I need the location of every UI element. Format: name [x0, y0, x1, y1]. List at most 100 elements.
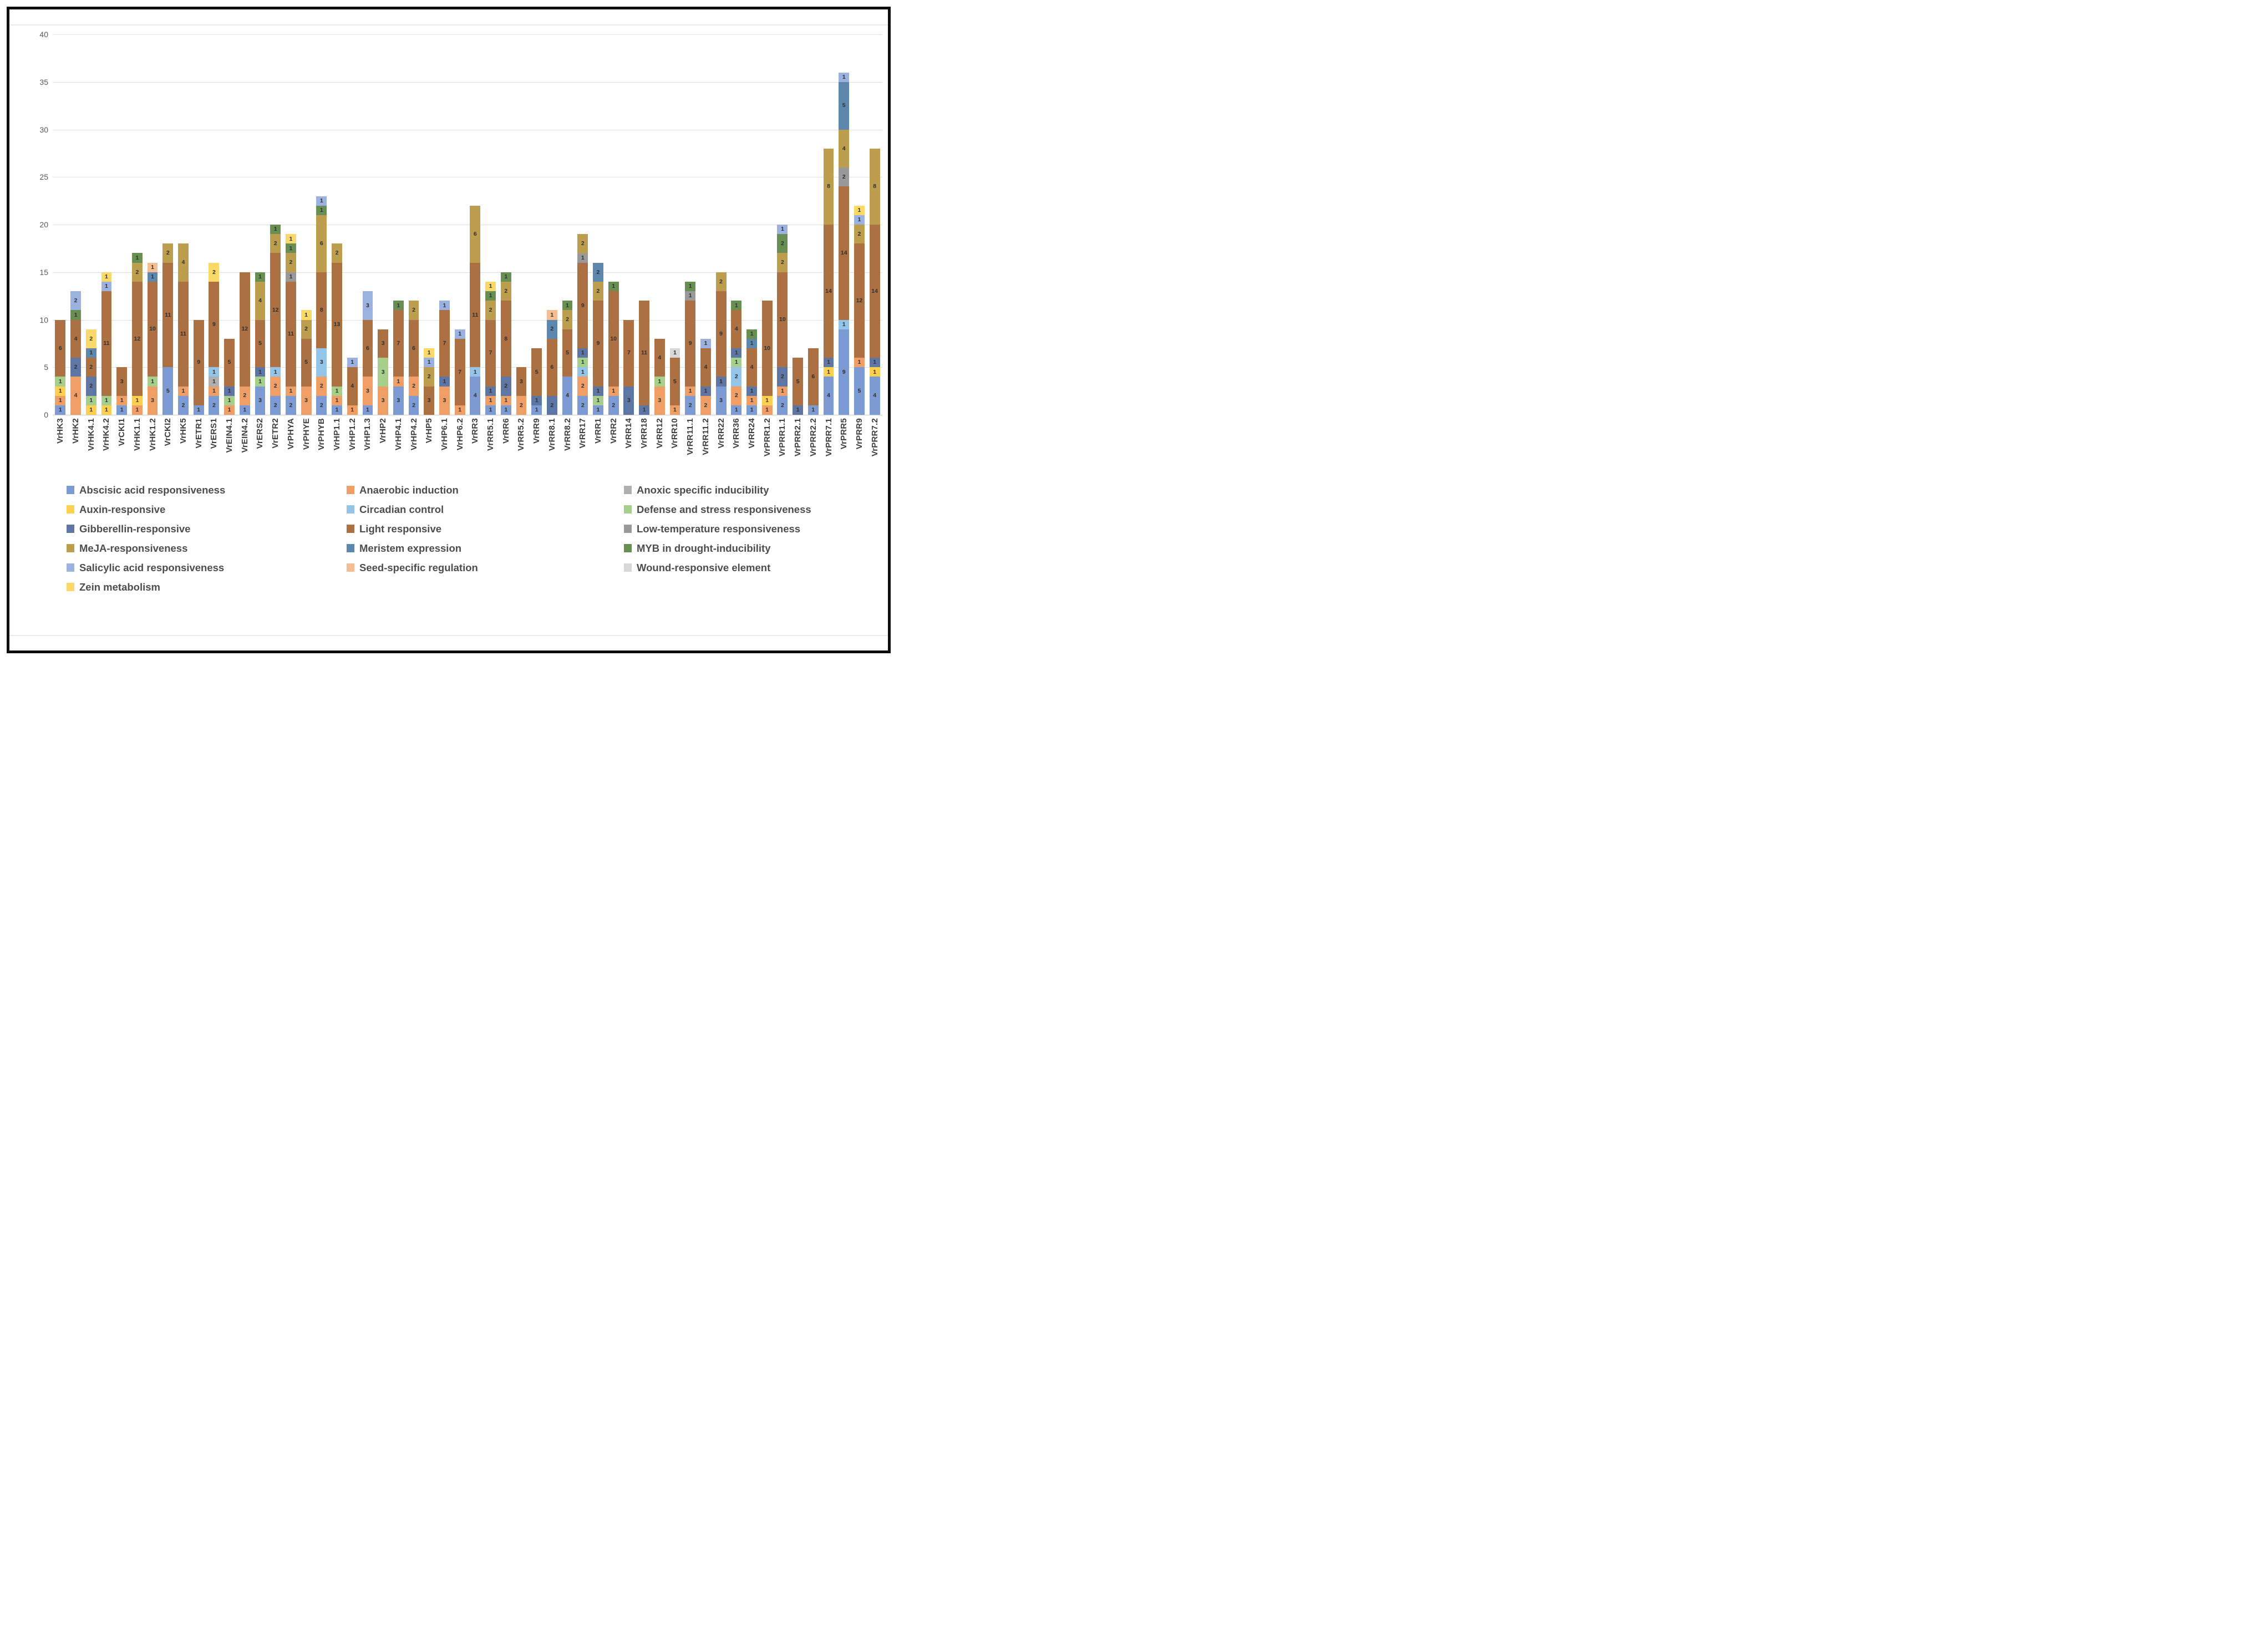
- bar-segment: 1: [70, 310, 81, 320]
- gridline-y5: [53, 367, 882, 368]
- bar-VrRR8.1: 2 6 2 1: [545, 34, 560, 415]
- x-axis-label-slot: VrHK1.1: [130, 416, 145, 478]
- x-axis-label-slot: VrEIN4.2: [237, 416, 252, 478]
- segment-value-label: 1: [535, 406, 539, 414]
- segment-value-label: 3: [151, 397, 154, 404]
- segment-value-label: 1: [750, 340, 754, 347]
- y-axis-tick-label: 20: [39, 220, 48, 229]
- bar-VrRR12: 3 1 4: [652, 34, 667, 415]
- x-axis-label: VrPRR7.1: [824, 418, 834, 457]
- segment-value-label: 1: [89, 349, 93, 357]
- segment-value-label: 1: [151, 273, 154, 281]
- segment-value-label: 1: [596, 387, 600, 394]
- bar-segment: 1: [577, 358, 588, 368]
- segment-value-label: 4: [734, 326, 738, 333]
- segment-value-label: 10: [610, 335, 617, 342]
- x-axis-label: VrCKI2: [163, 418, 173, 446]
- bar-segment: 1: [101, 272, 112, 282]
- x-axis-label: VrRR18: [639, 418, 649, 449]
- segment-value-label: 1: [181, 387, 185, 394]
- legend-item: Zein metabolism: [67, 581, 347, 593]
- bar-segment: 4: [839, 129, 850, 168]
- x-axis-label-slot: VrRR5.1: [483, 416, 499, 478]
- segment-value-label: 1: [780, 387, 784, 394]
- legend-label: Salicylic acid responsiveness: [79, 561, 225, 573]
- segment-value-label: 9: [719, 331, 723, 337]
- x-axis-label-slot: VrETR2: [268, 416, 283, 478]
- bar-segment: 1: [731, 348, 742, 358]
- segment-value-label: 2: [319, 401, 323, 409]
- bar-segment: 1: [731, 358, 742, 368]
- bar-VrRR17: 2 2 1 1 1 9 1 2: [575, 34, 591, 415]
- segment-value-label: 1: [351, 406, 354, 414]
- segment-value-label: 1: [319, 207, 323, 214]
- x-axis-label-slot: VrPRR7.1: [821, 416, 836, 478]
- y-axis-tick-label: 35: [39, 77, 48, 87]
- bar-segment: 5: [531, 348, 542, 396]
- segment-value-label: 11: [641, 349, 648, 357]
- bar-segment: 6: [55, 319, 66, 377]
- bar-segment: 1: [685, 291, 696, 301]
- segment-value-label: 1: [842, 73, 846, 80]
- bar-segment: 1: [746, 338, 757, 348]
- x-axis-label: VrRR6: [501, 418, 511, 444]
- x-axis-label-slot: VrPRR2.1: [790, 416, 806, 478]
- bar-segment: 1: [116, 405, 128, 415]
- bar-VrPHYE: 3 5 2 1: [298, 34, 314, 415]
- bar-segment: 2: [546, 395, 557, 415]
- segment-value-label: 2: [566, 316, 569, 323]
- x-axis-label: VrPRR9: [854, 418, 864, 450]
- segment-value-label: 2: [704, 401, 708, 409]
- segment-value-label: 2: [74, 297, 78, 304]
- bar-segment: 7: [393, 310, 404, 377]
- bar-segment: 7: [454, 338, 465, 405]
- x-axis-label: VrPHYA: [286, 418, 296, 450]
- bar-segment: 1: [332, 405, 342, 415]
- x-axis-label: VrPHYB: [317, 418, 327, 450]
- bar-segment: 3: [255, 386, 266, 415]
- bar-segment: 2: [209, 395, 220, 415]
- bar-segment: 1: [347, 405, 358, 415]
- segment-value-label: 1: [135, 406, 139, 414]
- bar-segment: 1: [761, 395, 773, 405]
- segment-value-label: 1: [612, 283, 616, 290]
- bar-segment: 2: [332, 243, 342, 263]
- bar-VrHP2: 3 3 3: [375, 34, 391, 415]
- segment-value-label: 2: [412, 401, 415, 409]
- x-axis-label: VrRR2: [608, 418, 618, 444]
- y-axis-tick-label: 40: [39, 30, 48, 39]
- segment-value-label: 4: [566, 392, 569, 399]
- bar-segment: 9: [193, 319, 204, 405]
- bar-segment: 1: [761, 405, 773, 415]
- bar-segment: 2: [270, 234, 281, 253]
- bar-VrERS1: 2 1 1 1 9 2: [206, 34, 222, 415]
- bar-VrPRR7.2: 4 1 1 14 8: [867, 34, 882, 415]
- segment-value-label: 6: [365, 344, 369, 352]
- segment-value-label: 1: [811, 406, 815, 414]
- x-axis-label-slot: VrHP6.1: [437, 416, 453, 478]
- segment-value-label: 1: [58, 397, 62, 404]
- y-axis-tick-label: 5: [44, 363, 48, 372]
- x-axis-label: VrRR8.2: [562, 418, 572, 451]
- x-axis-labels: VrHK3 VrHK2 VrHK4.1 VrHK4.2 VrCKI1 VrHK1.1 VrH…: [53, 416, 882, 478]
- x-axis-label: VrPHYE: [301, 418, 311, 450]
- segment-value-label: 10: [764, 344, 771, 352]
- segment-value-label: 1: [151, 263, 154, 271]
- x-axis-label: VrRR12: [654, 418, 664, 449]
- segment-value-label: 1: [796, 406, 800, 414]
- bar-VrRR1: 1 1 1 9 2 2: [591, 34, 606, 415]
- bar-segment: 2: [131, 262, 143, 282]
- segment-value-label: 9: [212, 321, 216, 328]
- segment-value-label: 1: [258, 368, 262, 375]
- x-axis-label: VrPRR5: [839, 418, 849, 450]
- bar-segment: 1: [839, 319, 850, 329]
- segment-value-label: 2: [212, 401, 216, 409]
- x-axis-label-slot: VrRR2: [606, 416, 621, 478]
- segment-value-label: 9: [197, 359, 201, 366]
- bar-segment: 1: [424, 358, 435, 368]
- legend-item: Gibberellin-responsive: [67, 523, 347, 535]
- bar-segment: 14: [869, 225, 880, 358]
- segment-value-label: 3: [365, 387, 369, 394]
- bar-segment: 3: [378, 329, 389, 358]
